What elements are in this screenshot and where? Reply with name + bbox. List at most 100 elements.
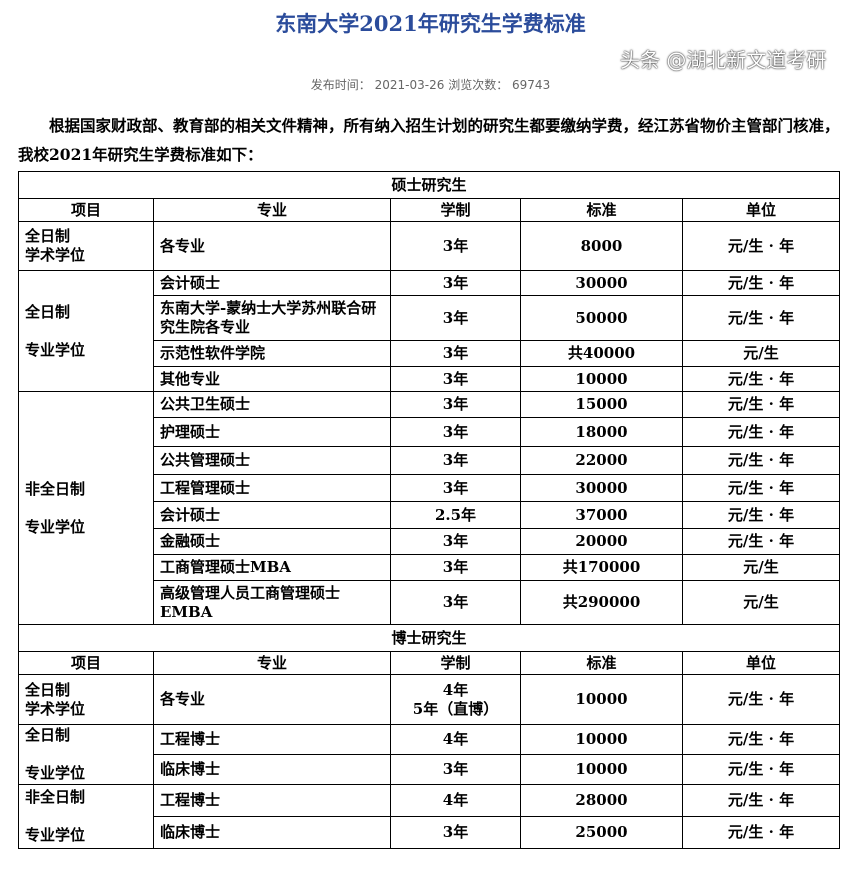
table-row: 全日制 学术学位 各专业 4年 5年（直博） 10000 元/生 · 年 [18, 674, 840, 725]
unit-cell: 元/生 · 年 [682, 784, 840, 817]
unit-cell: 元/生 · 年 [682, 528, 840, 555]
column-header: 标准 [520, 198, 683, 222]
fee-cell: 8000 [520, 221, 683, 271]
major-cell: 工程管理硕士 [153, 474, 391, 502]
major-cell: 公共卫生硕士 [153, 391, 391, 418]
major-cell: 工商管理硕士MBA [153, 554, 391, 581]
category-cell: 全日制 专业学位 [18, 270, 154, 392]
major-cell: 示范性软件学院 [153, 340, 391, 367]
fee-cell: 10000 [520, 674, 683, 725]
fee-cell: 37000 [520, 501, 683, 529]
major-cell: 金融硕士 [153, 528, 391, 555]
fee-cell: 30000 [520, 474, 683, 502]
section-header-row: 硕士研究生 [18, 171, 840, 199]
view-count: 69743 [512, 78, 551, 92]
fee-cell: 15000 [520, 391, 683, 418]
unit-cell: 元/生 · 年 [682, 391, 840, 418]
column-header: 学制 [390, 198, 521, 222]
duration-cell: 3年 [390, 366, 521, 392]
table-row: 临床博士 3年 10000 元/生 · 年 [19, 754, 840, 785]
views-label: 浏览次数： [448, 78, 509, 92]
major-cell: 公共管理硕士 [153, 446, 391, 475]
duration-cell: 3年 [390, 580, 521, 625]
fee-cell: 18000 [520, 417, 683, 447]
column-header: 专业 [153, 198, 391, 222]
unit-cell: 元/生 · 年 [682, 724, 840, 755]
fee-cell: 28000 [520, 784, 683, 817]
major-cell: 东南大学-蒙纳士大学苏州联合研究生院各专业 [153, 295, 391, 341]
publish-date: 2021-03-26 [374, 78, 445, 92]
column-header: 项目 [18, 651, 154, 675]
column-header: 单位 [682, 651, 840, 675]
category-cell: 全日制 学术学位 [18, 674, 154, 725]
duration-cell: 3年 [390, 417, 521, 447]
major-cell: 高级管理人员工商管理硕士EMBA [153, 580, 391, 625]
unit-cell: 元/生 · 年 [682, 474, 840, 502]
category-cell: 非全日制 专业学位 [18, 784, 154, 849]
page-title: 东南大学2021年研究生学费标准 [275, 11, 586, 36]
major-cell: 各专业 [153, 674, 391, 725]
major-cell: 会计硕士 [153, 501, 391, 529]
duration-cell: 3年 [390, 221, 521, 271]
column-header-row: 项目 专业 学制 标准 单位 [18, 651, 840, 675]
table-row: 会计硕士 2.5年 37000 元/生 · 年 [19, 501, 840, 529]
duration-cell: 3年 [390, 391, 521, 418]
table-row: 护理硕士 3年 18000 元/生 · 年 [19, 417, 840, 447]
major-cell: 各专业 [153, 221, 391, 271]
unit-cell: 元/生 [682, 340, 840, 367]
unit-cell: 元/生 · 年 [682, 270, 840, 296]
major-cell: 护理硕士 [153, 417, 391, 447]
tuition-table: 硕士研究生 项目 专业 学制 标准 单位 全日制 学术学位 各专业 3年 8000 元/生 · 年全… [18, 171, 840, 849]
duration-cell: 4年 [390, 784, 521, 817]
publish-label: 发布时间： [310, 78, 371, 92]
fee-cell: 30000 [520, 270, 683, 296]
table-row: 全日制 专业学位 会计硕士 3年 30000 元/生 · 年 [18, 270, 840, 392]
unit-cell: 元/生 · 年 [682, 816, 840, 849]
article-meta: 发布时间： 2021-03-26 浏览次数： 69743 [18, 77, 843, 93]
table-row: 全日制 学术学位 各专业 3年 8000 元/生 · 年 [18, 221, 840, 271]
duration-cell: 3年 [390, 270, 521, 296]
table-row: 示范性软件学院 3年 共40000 元/生 [19, 340, 840, 367]
table-row: 金融硕士 3年 20000 元/生 · 年 [19, 528, 840, 555]
column-header: 单位 [682, 198, 840, 222]
article: 东南大学2021年研究生学费标准 发布时间： 2021-03-26 浏览次数： … [18, 11, 843, 849]
duration-cell: 3年 [390, 554, 521, 581]
unit-cell: 元/生 · 年 [682, 366, 840, 392]
duration-cell: 4年 5年（直博） [390, 674, 521, 725]
duration-cell: 3年 [390, 340, 521, 367]
watermark: 头条 @湖北新文道考研 [620, 48, 827, 72]
unit-cell: 元/生 · 年 [682, 417, 840, 447]
column-header: 项目 [18, 198, 154, 222]
table-row: 全日制 专业学位 工程博士 4年 10000 元/生 · 年 [18, 724, 840, 785]
column-header: 专业 [153, 651, 391, 675]
duration-cell: 3年 [390, 754, 521, 785]
duration-cell: 2.5年 [390, 501, 521, 529]
table-row: 东南大学-蒙纳士大学苏州联合研究生院各专业 3年 50000 元/生 · 年 [19, 295, 840, 341]
column-header: 标准 [520, 651, 683, 675]
major-cell: 临床博士 [153, 816, 391, 849]
unit-cell: 元/生 · 年 [682, 446, 840, 475]
unit-cell: 元/生 · 年 [682, 674, 840, 725]
fee-cell: 10000 [520, 724, 683, 755]
section-title: 博士研究生 [18, 624, 840, 652]
major-cell: 临床博士 [153, 754, 391, 785]
category-cell: 全日制 专业学位 [18, 724, 154, 785]
intro-paragraph: 根据国家财政部、教育部的相关文件精神，所有纳入招生计划的研究生都要缴纳学费，经江… [18, 116, 840, 164]
column-header-row: 项目 专业 学制 标准 单位 [18, 198, 840, 222]
unit-cell: 元/生 [682, 554, 840, 581]
fee-cell: 共40000 [520, 340, 683, 367]
category-cell: 非全日制 专业学位 [18, 391, 154, 625]
unit-cell: 元/生 [682, 580, 840, 625]
major-cell: 其他专业 [153, 366, 391, 392]
duration-cell: 3年 [390, 295, 521, 341]
major-cell: 工程博士 [153, 784, 391, 817]
duration-cell: 3年 [390, 446, 521, 475]
table-row: 非全日制 专业学位 工程博士 4年 28000 元/生 · 年 [18, 784, 840, 849]
fee-cell: 50000 [520, 295, 683, 341]
fee-cell: 共170000 [520, 554, 683, 581]
category-cell: 全日制 学术学位 [18, 221, 154, 271]
table-row: 高级管理人员工商管理硕士EMBA 3年 共290000 元/生 [19, 580, 840, 625]
duration-cell: 4年 [390, 724, 521, 755]
major-cell: 会计硕士 [153, 270, 391, 296]
unit-cell: 元/生 · 年 [682, 501, 840, 529]
